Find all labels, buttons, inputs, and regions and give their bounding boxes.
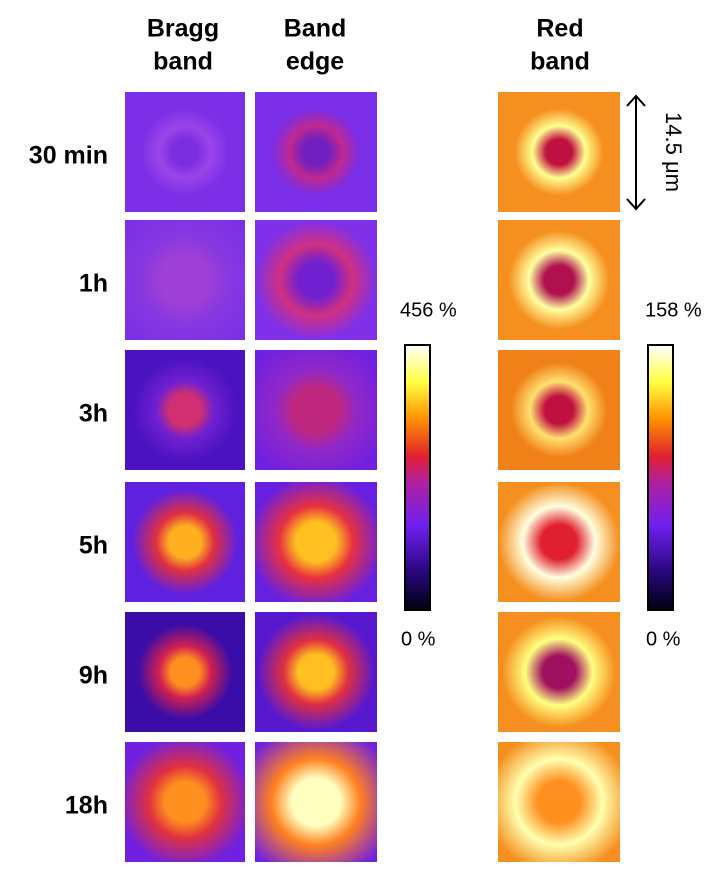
heatmap-image [125,92,245,212]
heatmap-image [498,612,620,732]
heatmap-image [498,220,620,340]
row-label: 5h [79,532,108,560]
heatmap-image [125,220,245,340]
row-label: 30 min [29,142,108,170]
colorbar-min: 0 % [646,628,681,650]
row-label: 9h [79,662,108,690]
row-label: 3h [79,400,108,428]
heatmap-image [498,742,620,862]
column-header: band [153,48,213,76]
heatmap-image [498,350,620,470]
column-header: edge [286,48,344,76]
heatmap-image [255,742,377,862]
column-header: Band [284,15,347,43]
row-label: 1h [79,270,108,298]
row-label: 18h [65,792,108,820]
heatmap-image [125,612,245,732]
heatmap-image [125,482,245,602]
colorbar-max: 158 % [645,299,702,321]
colorbar-min: 0 % [401,628,436,650]
heatmap-image [498,482,620,602]
heatmap-image [255,482,377,602]
heatmap-image [255,92,377,212]
heatmap-image [255,220,377,340]
column-header: Red [536,15,583,43]
column-header: band [530,48,590,76]
heatmap-image [255,612,377,732]
colorbar [647,344,674,611]
scale-arrow [626,94,646,211]
heatmap-image [498,92,620,212]
heatmap-image [125,350,245,470]
column-header: Bragg [147,15,219,43]
heatmap-image [255,350,377,470]
colorbar [404,344,431,611]
scale-label: 14.5 μm [661,112,686,192]
colorbar-max: 456 % [400,299,457,321]
heatmap-image [125,742,245,862]
